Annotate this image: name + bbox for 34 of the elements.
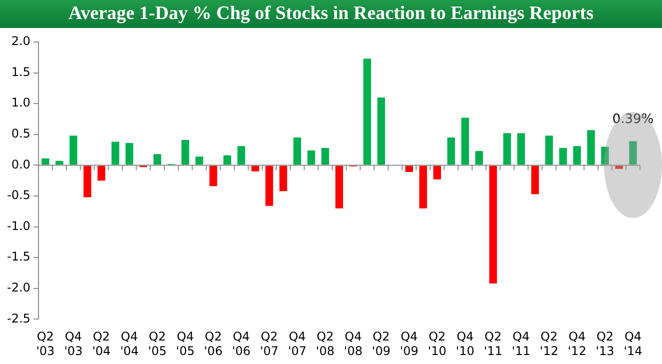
x-tick-label: Q4 '03 bbox=[64, 330, 83, 358]
y-tick-label: -1.0 bbox=[6, 218, 30, 233]
chart-title: Average 1-Day % Chg of Stocks in Reaction to Earnings Reports bbox=[0, 0, 662, 28]
y-tick-label: 2.0 bbox=[11, 34, 30, 48]
x-tick-label: Q2 '11 bbox=[484, 330, 502, 358]
x-tick-label: Q2 '04 bbox=[92, 330, 111, 358]
x-tick-label: Q4 '14 bbox=[624, 330, 642, 358]
x-tick-label: Q2 '08 bbox=[316, 330, 335, 358]
x-tick-label: Q4 '04 bbox=[120, 330, 139, 358]
x-tick-label: Q2 '13 bbox=[596, 330, 614, 358]
x-tick-label: Q2 '03 bbox=[36, 330, 55, 358]
y-tick-label: -2.5 bbox=[6, 311, 30, 326]
x-tick-label: Q2 '10 bbox=[428, 330, 446, 358]
y-tick-label: 1.5 bbox=[11, 64, 30, 79]
y-tick-label: -0.5 bbox=[6, 188, 30, 202]
x-tick-label: Q2 '09 bbox=[372, 330, 390, 358]
x-tick-label: Q4 '07 bbox=[288, 330, 307, 358]
x-tick-label: Q2 '05 bbox=[148, 330, 167, 358]
y-tick-label: 0.0 bbox=[11, 157, 30, 172]
x-tick-label: Q2 '06 bbox=[204, 330, 223, 358]
x-tick-label: Q4 '09 bbox=[400, 330, 418, 358]
y-tick-label: -1.5 bbox=[6, 250, 30, 264]
y-tick-label: 1.0 bbox=[11, 96, 30, 110]
x-tick-label: Q4 '12 bbox=[568, 330, 586, 358]
y-tick-label: 0.5 bbox=[11, 126, 30, 141]
x-tick-label: Q4 '10 bbox=[456, 330, 474, 358]
x-tick-label: Q4 '06 bbox=[232, 330, 251, 358]
x-tick-label: Q4 '08 bbox=[344, 330, 362, 358]
x-tick-label: Q2 '12 bbox=[540, 330, 558, 358]
annotation: 0.39% bbox=[612, 112, 654, 128]
y-tick-label: -2.0 bbox=[6, 280, 30, 295]
x-tick-label: Q4 '11 bbox=[512, 330, 530, 358]
x-tick-label: Q4 '05 bbox=[176, 330, 195, 358]
x-tick-label: Q2 '07 bbox=[260, 330, 279, 358]
